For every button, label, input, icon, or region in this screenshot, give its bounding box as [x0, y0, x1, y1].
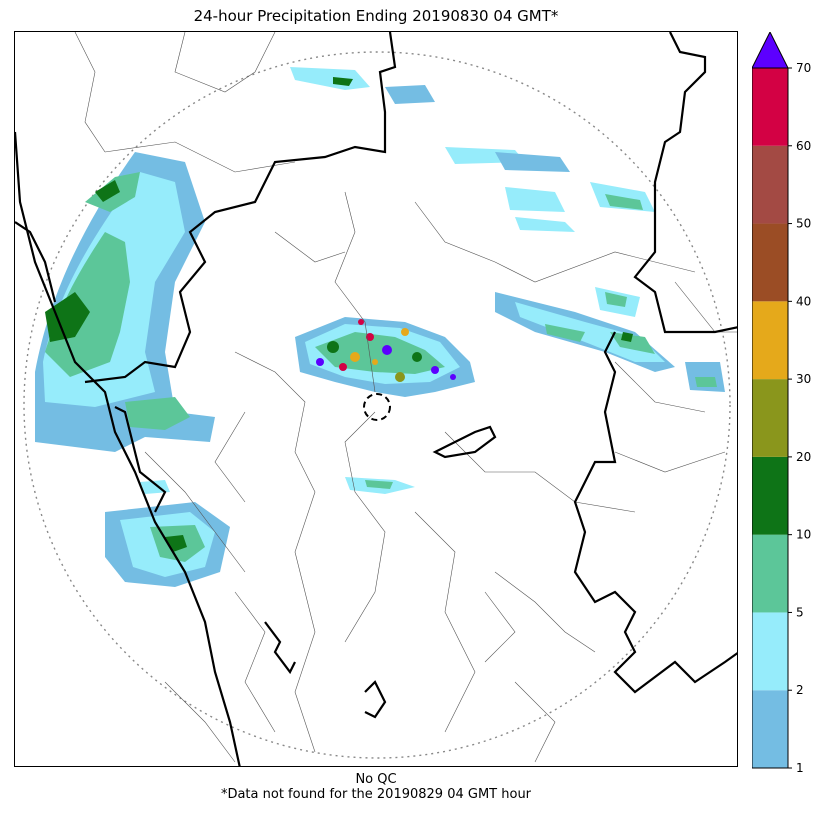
- qc-note: No QC: [355, 772, 397, 787]
- colorbar-segment: [752, 456, 788, 535]
- colorbar-segment: [752, 534, 788, 613]
- radar-map: [14, 31, 738, 767]
- colorbar-segments: [752, 68, 788, 768]
- colorbar-tick-label: 1: [796, 761, 804, 772]
- state-boundaries: [15, 32, 737, 766]
- missing-data-note: *Data not found for the 20190829 04 GMT …: [220, 787, 532, 802]
- precip-central-cluster: [295, 317, 475, 494]
- colorbar-tick-label: 5: [796, 605, 804, 619]
- precip-north-streaks: [290, 67, 655, 317]
- precipitation-colorbar: 1 2 5 10 20 30 40 50 60 70: [752, 32, 811, 772]
- radar-range-ring: [23, 51, 731, 759]
- colorbar-tick-label: 30: [796, 372, 811, 386]
- colorbar-tick-label: 20: [796, 450, 811, 464]
- precip-east-band: [495, 292, 725, 392]
- colorbar-tick-label: 70: [796, 61, 811, 75]
- colorbar-ticks: 1 2 5 10 20 30 40 50 60 70: [788, 61, 811, 772]
- colorbar-segment: [752, 223, 788, 302]
- colorbar-segment: [752, 612, 788, 691]
- precip-southwest: [105, 480, 230, 587]
- colorbar-outline: [752, 67, 789, 769]
- colorbar-tick-label: 40: [796, 294, 811, 308]
- colorbar-extend-arrow: [752, 32, 789, 69]
- precip-west-band: [35, 152, 215, 452]
- radar-site-marker: [363, 393, 391, 421]
- colorbar-tick-label: 60: [796, 139, 811, 153]
- colorbar-segment: [752, 690, 788, 768]
- colorbar-segment: [752, 379, 788, 457]
- colorbar-tick-label: 10: [796, 528, 811, 542]
- map-title: 24-hour Precipitation Ending 20190830 04…: [193, 7, 559, 25]
- colorbar-segment: [752, 301, 788, 380]
- district-boundaries: [74, 32, 737, 763]
- colorbar-segment: [752, 68, 788, 146]
- map-canvas: [15, 32, 737, 766]
- colorbar-segment: [752, 145, 788, 224]
- colorbar-tick-label: 50: [796, 217, 811, 231]
- colorbar-tick-label: 2: [796, 683, 804, 697]
